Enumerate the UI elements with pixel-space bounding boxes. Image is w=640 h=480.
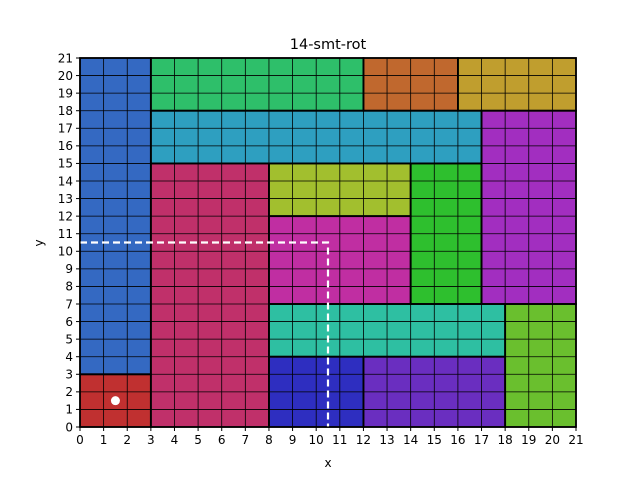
x-tick-label: 18 <box>498 433 513 447</box>
y-tick-label: 0 <box>65 420 73 434</box>
y-tick-label: 18 <box>58 104 73 118</box>
rectangle-3 <box>150 163 269 427</box>
x-axis-label: x <box>324 456 331 470</box>
y-tick-label: 8 <box>65 280 73 294</box>
dashed-line <box>80 241 330 427</box>
y-tick-label: 15 <box>58 157 73 171</box>
y-tick-label: 20 <box>58 69 73 83</box>
y-tick-label: 5 <box>65 332 73 346</box>
y-tick-label: 10 <box>58 245 73 259</box>
x-tick-label: 11 <box>332 433 347 447</box>
y-tick-label: 11 <box>58 227 73 241</box>
x-tick-label: 1 <box>100 433 108 447</box>
axes-frame <box>79 57 577 428</box>
y-tick-label: 19 <box>58 86 73 100</box>
rectangle-outlines <box>79 57 577 428</box>
y-tick-label: 6 <box>65 315 73 329</box>
x-tick-label: 19 <box>521 433 536 447</box>
y-tick-label: 9 <box>65 262 73 276</box>
x-tick-label: 12 <box>356 433 371 447</box>
x-tick-label: 13 <box>379 433 394 447</box>
y-tick-label: 16 <box>58 139 73 153</box>
x-tick-label: 15 <box>427 433 442 447</box>
chart-title: 14-smt-rot <box>290 37 367 53</box>
x-tick-label: 17 <box>474 433 489 447</box>
y-tick-label: 21 <box>58 51 73 65</box>
x-tick-label: 4 <box>171 433 179 447</box>
axes: 0 1 2 3 4 5 6 7 8 9 10 11 12 13 14 15 16 17 18 19 20 21012345… <box>58 51 584 447</box>
y-tick-label: 17 <box>58 122 73 136</box>
rectangle-5 <box>150 58 364 111</box>
x-tick-label: 10 <box>309 433 324 447</box>
y-axis-label: y <box>32 239 46 246</box>
x-tick-label: 9 <box>289 433 297 447</box>
x-tick-label: 14 <box>403 433 418 447</box>
x-tick-label: 21 <box>568 433 583 447</box>
rectangle-7 <box>457 58 576 111</box>
overlay <box>80 241 330 427</box>
y-tick-label: 3 <box>65 368 73 382</box>
y-tick-label: 12 <box>58 209 73 223</box>
y-tick-label: 14 <box>58 174 73 188</box>
x-tick-label: 16 <box>450 433 465 447</box>
x-tick-label: 5 <box>194 433 202 447</box>
y-tick-label: 13 <box>58 192 73 206</box>
x-tick-label: 20 <box>545 433 560 447</box>
x-tick-label: 6 <box>218 433 226 447</box>
rectangle-15 <box>505 304 576 427</box>
y-tick-label: 4 <box>65 350 73 364</box>
y-tick-label: 1 <box>65 403 73 417</box>
x-tick-label: 8 <box>265 433 273 447</box>
x-tick-label: 2 <box>123 433 131 447</box>
y-tick-label: 2 <box>65 385 73 399</box>
x-tick-label: 7 <box>242 433 250 447</box>
y-tick-label: 7 <box>65 297 73 311</box>
marker-point <box>110 396 120 406</box>
x-tick-label: 3 <box>147 433 155 447</box>
x-tick-label: 0 <box>76 433 84 447</box>
